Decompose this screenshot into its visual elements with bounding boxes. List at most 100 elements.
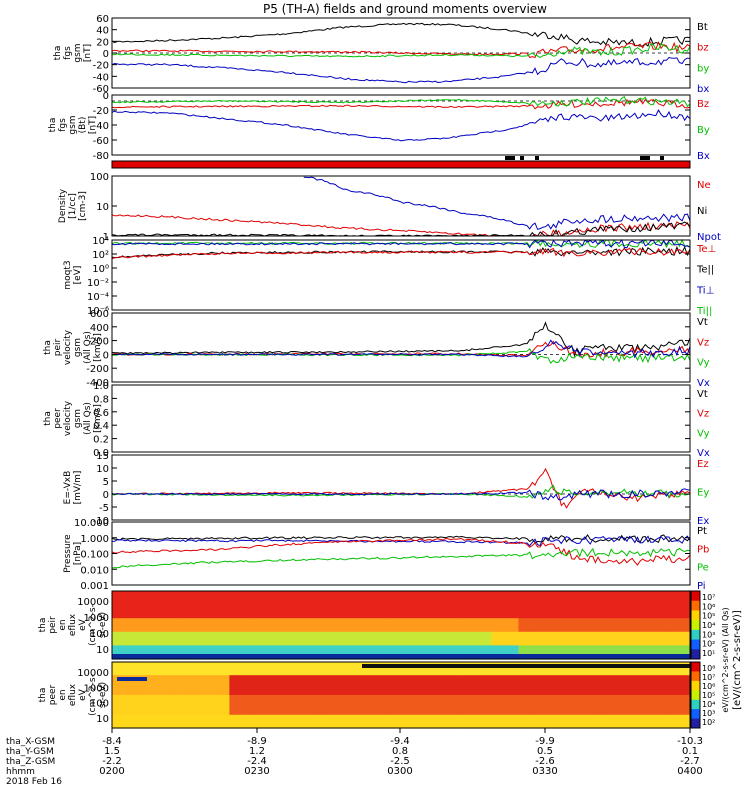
heatmap-cell (157, 708, 167, 716)
heatmap-cell (410, 631, 420, 640)
heatmap-cell (617, 625, 628, 633)
heatmap-cell (482, 708, 492, 716)
heatmap-cell (554, 675, 565, 683)
heatmap-cell (184, 638, 194, 646)
heatmap-cell (310, 701, 321, 709)
heatmap-cell (247, 675, 258, 683)
heatmap-cell (373, 604, 384, 612)
heatmap-cell (446, 708, 456, 716)
heatmap-cell (635, 668, 646, 676)
y-tick-label: 10 (96, 464, 109, 475)
heatmap-cell (473, 638, 483, 646)
heatmap-cell (238, 645, 249, 653)
series-line-te (111, 247, 691, 260)
heatmap-cell (373, 668, 384, 676)
heatmap-cell (599, 631, 610, 640)
heatmap-cell (680, 675, 691, 683)
heatmap-cell (482, 695, 492, 703)
heatmap-cell (455, 597, 465, 606)
heatmap-cell (527, 591, 538, 599)
heatmap-cell (346, 695, 357, 703)
heatmap-cell (229, 708, 240, 716)
heatmap-cell (139, 701, 149, 709)
legend-entry-npot: Npot (697, 232, 721, 243)
heatmap-cell (662, 695, 673, 703)
heatmap-cell (265, 645, 276, 653)
heatmap-cell (617, 668, 628, 676)
heatmap-cell (644, 668, 655, 676)
heatmap-cell (446, 695, 456, 703)
heatmap-cell (166, 625, 176, 633)
heatmap-cell (220, 688, 231, 696)
heatmap-cell (301, 597, 312, 606)
colorbar-tick-label: 10⁷ (702, 673, 715, 682)
y-label-line: gsm (73, 43, 83, 62)
heatmap-cell (229, 695, 240, 703)
heatmap-cell (545, 631, 556, 640)
y-tick-label: -60 (93, 84, 109, 95)
heatmap-cell (373, 625, 384, 633)
heatmap-cell (617, 611, 628, 619)
heatmap-cell (608, 721, 619, 729)
heatmap-cell (283, 631, 294, 640)
legend-entry-ne: Ne (697, 180, 711, 191)
heatmap-cell (256, 701, 267, 709)
heatmap-cell (581, 611, 592, 619)
heatmap-cell (536, 708, 547, 716)
heatmap-cell (130, 688, 140, 696)
figure-title: P5 (TH-A) fields and ground moments over… (263, 2, 547, 16)
heatmap-cell (265, 618, 276, 626)
heatmap-cell (391, 631, 402, 640)
heatmap-cell (518, 611, 529, 619)
y-tick-label: 400 (90, 323, 109, 334)
heatmap-cell (175, 597, 185, 606)
heatmap-cell (112, 625, 122, 633)
heatmap-cell (130, 604, 140, 612)
heatmap-cell (310, 721, 321, 729)
heatmap-cell (545, 638, 556, 646)
heatmap-cell (410, 645, 420, 653)
heatmap-cell (157, 604, 167, 612)
heatmap-cell (518, 668, 529, 676)
heatmap-cell (662, 714, 673, 722)
heatmap-cell (518, 645, 529, 653)
heatmap-patch (117, 677, 147, 681)
heatmap-cell (518, 688, 529, 696)
heatmap-cell (301, 611, 312, 619)
heatmap-cell (283, 597, 294, 606)
heatmap-cell (509, 611, 520, 619)
heatmap-cell (653, 721, 664, 729)
heatmap-cell (283, 662, 294, 670)
heatmap-cell (581, 695, 592, 703)
heatmap-cell (121, 668, 131, 676)
heatmap-cell (599, 625, 610, 633)
legend-entry-pb: Pb (697, 544, 709, 555)
heatmap-cell (635, 701, 646, 709)
heatmap-cell (437, 714, 447, 722)
heatmap-cell (455, 714, 465, 722)
heatmap-cell (193, 688, 203, 696)
heatmap-cell (121, 618, 131, 626)
y-tick-label: 1 (103, 232, 109, 243)
heatmap-cell (166, 597, 176, 606)
heatmap-cell (148, 625, 158, 633)
heatmap-cell (635, 631, 646, 640)
heatmap-cell (193, 591, 203, 599)
heatmap-cell (130, 597, 140, 606)
heatmap-cell (572, 631, 583, 640)
heatmap-cell (482, 604, 492, 612)
heatmap-cell (364, 701, 375, 709)
heatmap-cell (301, 668, 312, 676)
heatmap-cell (319, 625, 330, 633)
heatmap-cell (166, 695, 176, 703)
heatmap-cell (662, 631, 673, 640)
heatmap-cell (554, 688, 565, 696)
heatmap-cell (166, 701, 176, 709)
heatmap-cell (292, 721, 303, 729)
y-label-line: Density (58, 188, 68, 223)
heatmap-cell (590, 721, 601, 729)
heatmap-cell (382, 721, 393, 729)
heatmap-cell (382, 681, 393, 689)
heatmap-cell (193, 604, 203, 612)
heatmap-cell (464, 597, 474, 606)
